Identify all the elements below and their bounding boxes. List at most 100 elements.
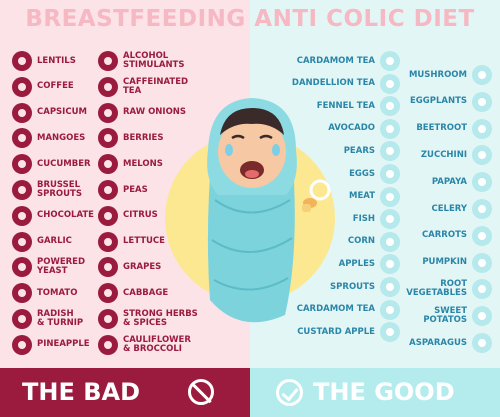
food-label: ASPARAGUS	[409, 337, 467, 348]
bad-food-icon	[12, 257, 32, 278]
bad-food-icon	[98, 76, 118, 97]
good-food-icon	[380, 322, 400, 343]
food-label: STRONG HERBS & SPICES	[123, 309, 198, 328]
good-food-icon	[380, 254, 400, 275]
good-food-item: BEETROOT	[388, 118, 492, 140]
good-food-icon	[380, 231, 400, 252]
bad-food-icon	[98, 283, 118, 304]
food-label: SWEET POTATOS	[423, 306, 467, 326]
food-label: CAFFEINATED TEA	[123, 76, 189, 96]
food-label: TOMATO	[37, 287, 78, 298]
good-food-icon	[472, 306, 492, 327]
good-food-item: CELERY	[388, 198, 492, 220]
baby-hair	[220, 108, 284, 135]
food-label: ZUCCHINI	[420, 149, 467, 160]
food-label: POWERED YEAST	[37, 257, 86, 277]
bad-food-item: CAULIFLOWER & BROCCOLI	[98, 334, 191, 356]
food-label: MEAT	[349, 191, 375, 202]
good-food-item: PUMPKIN	[388, 252, 492, 274]
bad-food-item: CHOCOLATE	[12, 205, 94, 227]
bad-food-icon	[98, 257, 118, 278]
good-food-item: CARDAMOM TEA	[268, 50, 400, 72]
food-label: FENNEL TEA	[316, 100, 375, 111]
food-label: CUCUMBER	[37, 158, 91, 169]
bad-food-item: STRONG HERBS & SPICES	[98, 308, 198, 330]
bad-food-icon	[98, 154, 118, 175]
baby-face	[218, 116, 286, 188]
bad-food-icon	[98, 102, 118, 123]
bad-food-item: CITRUS	[98, 205, 158, 227]
good-food-item: SPROUTS	[268, 276, 400, 298]
food-label: LENTILS	[37, 55, 76, 66]
bad-food-icon	[12, 154, 32, 175]
good-food-icon	[380, 186, 400, 207]
good-food-item: FENNEL TEA	[268, 95, 400, 117]
good-food-item: ZUCCHINI	[388, 144, 492, 166]
good-food-icon	[472, 199, 492, 219]
bad-food-item: RADISH & TURNIP	[12, 308, 83, 330]
food-label: PEARS	[343, 145, 375, 156]
good-food-item: MUSHROOM	[388, 64, 492, 86]
good-food-icon	[380, 51, 400, 71]
bad-food-item: PINEAPPLE	[12, 334, 90, 356]
good-food-item: CUSTARD APPLE	[268, 321, 400, 343]
bad-food-icon	[12, 205, 32, 226]
bad-food-icon	[98, 309, 118, 329]
bad-food-icon	[12, 128, 32, 149]
food-label: MANGOES	[37, 132, 86, 143]
food-label: BEETROOT	[416, 123, 467, 134]
food-label: RADISH & TURNIP	[37, 309, 84, 328]
good-food-icon	[380, 96, 400, 117]
food-label: EGGS	[349, 168, 375, 179]
good-food-icon	[472, 145, 492, 166]
good-food-item: EGGPLANTS	[388, 91, 492, 113]
food-label: CHOCOLATE	[37, 210, 94, 221]
good-food-icon	[380, 277, 400, 297]
good-food-icon	[472, 252, 492, 273]
good-food-item: ASPARAGUS	[388, 332, 492, 354]
food-label: CARDAMOM TEA	[296, 55, 375, 66]
bad-food-icon	[98, 334, 118, 355]
bad-food-item: RAW ONIONS	[98, 102, 186, 124]
food-label: CAULIFLOWER & BROCCOLI	[123, 334, 191, 354]
good-food-icon	[472, 118, 492, 139]
food-label: EGGPLANTS	[409, 96, 467, 107]
food-label: ROOT VEGETABLES	[406, 279, 467, 299]
bad-food-icon	[98, 51, 118, 71]
bad-food-icon	[12, 51, 32, 71]
food-label: DANDELLION TEA	[291, 78, 375, 89]
check-circle-icon	[276, 379, 303, 406]
food-label: AVOCADO	[328, 123, 375, 134]
food-label: RAW ONIONS	[123, 107, 187, 118]
good-food-item: CARDAMOM TEA	[268, 299, 400, 321]
bad-food-item: CAFFEINATED TEA	[98, 76, 188, 98]
food-label: APPLES	[338, 258, 375, 269]
bad-food-item: POWERED YEAST	[12, 256, 85, 278]
good-food-icon	[472, 91, 492, 112]
food-label: CELERY	[431, 203, 467, 214]
good-food-item: ROOT VEGETABLES	[388, 278, 492, 300]
bad-food-item: BERRIES	[98, 127, 163, 149]
good-food-icon	[380, 299, 400, 320]
bad-food-icon	[98, 231, 118, 252]
pacifier-icon	[302, 179, 331, 212]
food-label: ALCOHOL STIMULANTS	[123, 51, 185, 70]
good-food-icon	[380, 209, 400, 230]
prohibited-icon	[188, 379, 214, 405]
bad-food-item: GRAPES	[98, 256, 161, 278]
bad-food-item: LENTILS	[12, 50, 76, 72]
good-food-icon	[472, 172, 492, 193]
good-food-item: PEARS	[268, 140, 400, 162]
food-label: CARROTS	[421, 230, 467, 241]
bad-food-icon	[12, 102, 32, 123]
good-food-icon	[472, 333, 492, 353]
food-label: CAPSICUM	[37, 107, 87, 118]
bad-food-icon	[12, 334, 32, 355]
good-food-icon	[472, 279, 492, 300]
good-food-item: CORN	[268, 231, 400, 253]
food-label: MUSHROOM	[408, 69, 467, 80]
food-label: COFFEE	[37, 81, 74, 92]
bad-food-icon	[12, 76, 32, 97]
good-food-item: SWEET POTATOS	[388, 305, 492, 327]
